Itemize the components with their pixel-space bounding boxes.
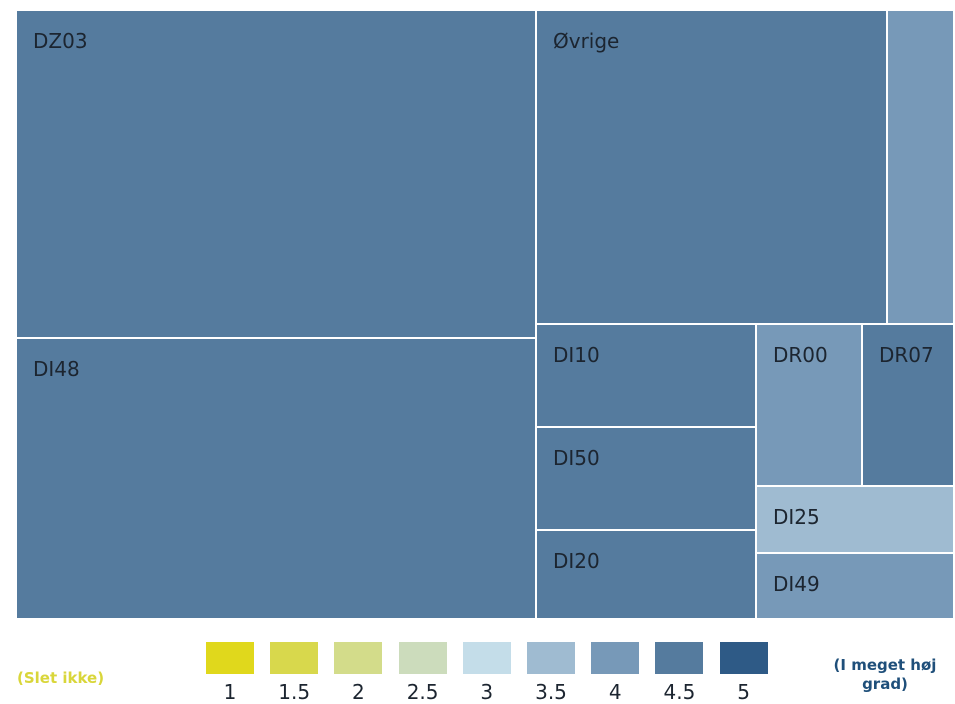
tile-label-di48: DI48 <box>33 357 80 381</box>
legend-tick-label: 5 <box>737 680 750 704</box>
legend-high-label: (I meget høj grad) <box>833 656 937 693</box>
tile-label-dz03: DZ03 <box>33 29 88 53</box>
legend-tick-label: 4.5 <box>663 680 696 704</box>
tile-label-dr00: DR00 <box>773 343 828 367</box>
tile-di49[interactable]: DI49 <box>755 552 955 620</box>
legend-swatch <box>398 642 447 674</box>
tile-label-di20: DI20 <box>553 549 600 573</box>
tile-label-dr07: DR07 <box>879 343 934 367</box>
legend-swatch <box>462 642 511 674</box>
tile-dr00[interactable]: DR00 <box>755 323 863 487</box>
legend-swatch <box>591 642 640 674</box>
legend-tick-label: 1.5 <box>278 680 311 704</box>
tile-dz03[interactable]: DZ03 <box>15 9 537 339</box>
tile-label-di10: DI10 <box>553 343 600 367</box>
tile-di50[interactable]: DI50 <box>535 426 757 531</box>
legend-swatch <box>206 642 254 674</box>
tile-unlabeled[interactable] <box>886 9 955 325</box>
tile-label-ovrige: Øvrige <box>553 29 620 53</box>
tile-di48[interactable]: DI48 <box>15 337 537 620</box>
tile-dr07[interactable]: DR07 <box>861 323 955 487</box>
legend-swatch <box>655 642 704 674</box>
tile-di20[interactable]: DI20 <box>535 529 757 620</box>
legend-tick-label: 3 <box>480 680 494 704</box>
tile-ovrige[interactable]: Øvrige <box>535 9 888 325</box>
legend-low-label: (Slet ikke) <box>17 669 105 687</box>
legend-tick-label: 2 <box>352 680 365 704</box>
tile-label-di25: DI25 <box>773 505 820 529</box>
tile-label-di49: DI49 <box>773 572 820 596</box>
color-legend: (Slet ikke) (I meget høj grad) 1 1.5 2 2.5 3… <box>0 640 955 704</box>
tile-di25[interactable]: DI25 <box>755 485 955 554</box>
legend-swatch <box>527 642 575 674</box>
legend-swatch <box>270 642 319 674</box>
tile-di10[interactable]: DI10 <box>535 323 757 428</box>
legend-tick-label: 3.5 <box>535 680 567 704</box>
legend-swatch <box>334 642 383 674</box>
legend-tick-label: 2.5 <box>406 680 439 704</box>
legend-swatch <box>719 642 768 674</box>
tile-label-di50: DI50 <box>553 446 600 470</box>
legend-tick-label: 4 <box>608 680 622 704</box>
legend-tick-label: 1 <box>223 680 237 704</box>
